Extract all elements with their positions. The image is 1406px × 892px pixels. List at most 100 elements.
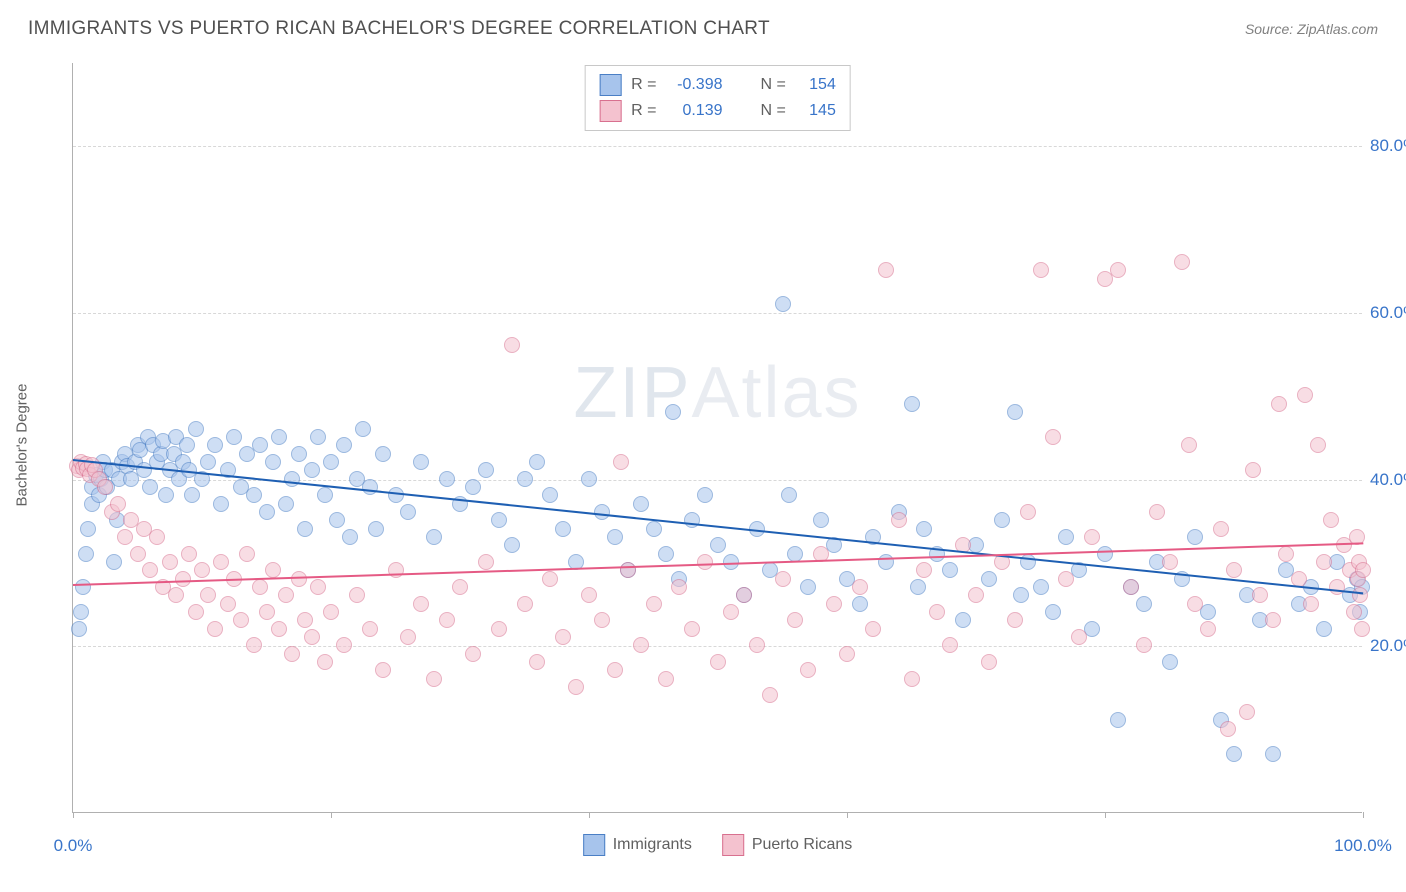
scatter-point	[400, 629, 416, 645]
scatter-point	[188, 604, 204, 620]
scatter-point	[355, 421, 371, 437]
scatter-point	[607, 529, 623, 545]
scatter-point	[323, 604, 339, 620]
scatter-point	[581, 471, 597, 487]
scatter-point	[762, 687, 778, 703]
scatter-point	[388, 487, 404, 503]
n-value: 154	[796, 76, 836, 94]
scatter-point	[317, 487, 333, 503]
scatter-point	[1265, 746, 1281, 762]
scatter-point	[787, 612, 803, 628]
scatter-point	[665, 404, 681, 420]
scatter-point	[942, 562, 958, 578]
gridline	[73, 313, 1362, 314]
watermark-zip: ZIP	[573, 353, 691, 433]
scatter-point	[207, 437, 223, 453]
y-axis-label: Bachelor's Degree	[14, 384, 31, 507]
scatter-point	[684, 512, 700, 528]
scatter-point	[80, 521, 96, 537]
scatter-point	[1007, 612, 1023, 628]
scatter-point	[233, 612, 249, 628]
scatter-point	[904, 671, 920, 687]
scatter-point	[1045, 429, 1061, 445]
x-tick-mark	[847, 812, 848, 818]
legend-row: R =0.139N =145	[599, 98, 836, 124]
scatter-point	[878, 554, 894, 570]
scatter-point	[775, 296, 791, 312]
scatter-point	[736, 587, 752, 603]
scatter-point	[1346, 604, 1362, 620]
scatter-point	[568, 679, 584, 695]
scatter-point	[1316, 554, 1332, 570]
scatter-point	[981, 654, 997, 670]
scatter-point	[749, 637, 765, 653]
r-value: -0.398	[667, 76, 723, 94]
scatter-point	[994, 512, 1010, 528]
scatter-point	[110, 496, 126, 512]
scatter-point	[1136, 637, 1152, 653]
scatter-point	[1136, 596, 1152, 612]
scatter-point	[184, 487, 200, 503]
scatter-point	[929, 604, 945, 620]
scatter-point	[1245, 462, 1261, 478]
scatter-point	[800, 662, 816, 678]
scatter-point	[781, 487, 797, 503]
scatter-point	[1187, 596, 1203, 612]
scatter-point	[633, 637, 649, 653]
n-label: N =	[761, 102, 786, 120]
chart-header: IMMIGRANTS VS PUERTO RICAN BACHELOR'S DE…	[0, 0, 1406, 48]
source-name: ZipAtlas.com	[1297, 21, 1378, 37]
scatter-point	[594, 504, 610, 520]
scatter-point	[852, 579, 868, 595]
scatter-point	[1310, 437, 1326, 453]
scatter-point	[478, 462, 494, 478]
scatter-point	[1110, 712, 1126, 728]
scatter-point	[1181, 437, 1197, 453]
scatter-point	[658, 671, 674, 687]
scatter-point	[1033, 579, 1049, 595]
scatter-point	[504, 337, 520, 353]
scatter-point	[942, 637, 958, 653]
scatter-point	[426, 529, 442, 545]
x-tick-mark	[73, 812, 74, 818]
scatter-point	[916, 521, 932, 537]
scatter-point	[75, 579, 91, 595]
legend-label: Immigrants	[613, 836, 692, 854]
scatter-point	[207, 621, 223, 637]
scatter-point	[542, 571, 558, 587]
scatter-point	[323, 454, 339, 470]
legend-swatch	[722, 834, 744, 856]
scatter-point	[607, 662, 623, 678]
scatter-point	[252, 437, 268, 453]
plot-area: ZIPAtlas R =-0.398N =154R =0.139N =145 I…	[72, 63, 1362, 813]
scatter-point	[265, 562, 281, 578]
scatter-point	[179, 437, 195, 453]
scatter-point	[1162, 654, 1178, 670]
scatter-point	[336, 437, 352, 453]
scatter-point	[633, 496, 649, 512]
scatter-point	[181, 546, 197, 562]
scatter-point	[220, 596, 236, 612]
scatter-point	[839, 646, 855, 662]
scatter-point	[1226, 562, 1242, 578]
x-tick-mark	[331, 812, 332, 818]
n-label: N =	[761, 76, 786, 94]
scatter-point	[452, 579, 468, 595]
watermark-atlas: Atlas	[691, 353, 861, 433]
scatter-point	[162, 554, 178, 570]
scatter-point	[200, 454, 216, 470]
scatter-point	[904, 396, 920, 412]
scatter-point	[813, 512, 829, 528]
scatter-point	[865, 621, 881, 637]
scatter-point	[1239, 704, 1255, 720]
scatter-point	[491, 512, 507, 528]
scatter-point	[955, 612, 971, 628]
scatter-point	[265, 454, 281, 470]
scatter-point	[1200, 621, 1216, 637]
scatter-point	[517, 471, 533, 487]
scatter-point	[1252, 587, 1268, 603]
scatter-point	[271, 621, 287, 637]
scatter-point	[491, 621, 507, 637]
source-attribution: Source: ZipAtlas.com	[1245, 21, 1378, 37]
scatter-point	[246, 487, 262, 503]
